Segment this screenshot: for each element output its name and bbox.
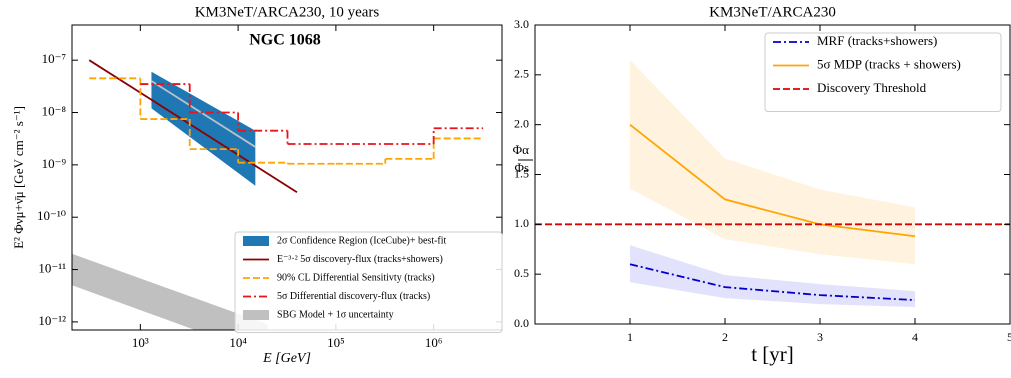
x-tick-label: 10⁴ (229, 335, 247, 350)
y-tick-label: 1.0 (514, 216, 529, 230)
series-line (150, 80, 256, 148)
x-tick-label: 3 (817, 330, 823, 344)
band (630, 245, 915, 308)
x-tick-label: 10⁶ (425, 335, 443, 350)
legend-label: 5σ Differential discovery-flux (tracks) (277, 291, 430, 302)
annotation: NGC 1068 (249, 32, 321, 49)
plot-area (72, 59, 484, 330)
chart-title: KM3NeT/ARCA230, 10 years (195, 4, 380, 20)
y-tick-label: 10⁻¹⁰ (37, 208, 66, 223)
x-axis-label: E [GeV] (262, 351, 311, 366)
y-tick-label: 1.5 (514, 166, 529, 180)
y-label-denominator: Φs (514, 160, 529, 175)
y-tick-label: 0.0 (514, 316, 529, 330)
legend-label: MRF (tracks+showers) (817, 33, 937, 48)
band (151, 71, 256, 186)
y-axis-label: E² Φνμ+ν̄μ [GeV cm⁻² s⁻¹] (11, 106, 26, 249)
band (72, 253, 268, 330)
y-tick-label: 3.0 (514, 17, 529, 31)
series-line (88, 59, 298, 193)
y-tick-label: 2.5 (514, 67, 529, 81)
band (630, 59, 915, 265)
x-axis-label: t [yr] (751, 342, 794, 366)
y-tick-label: 10⁻¹² (38, 313, 66, 328)
x-tick-label: 10³ (132, 335, 149, 350)
legend-label: 2σ Confidence Region (IceCube)+ best-fit (277, 235, 447, 246)
y-label-numerator: Φα (513, 142, 530, 157)
x-tick-label: 5 (1007, 330, 1011, 344)
y-tick-label: 10⁻¹¹ (38, 261, 66, 276)
legend-box (234, 231, 503, 333)
legend-box (764, 32, 1002, 112)
y-tick-label: 10⁻⁸ (42, 104, 67, 119)
legend-label: SBG Model + 1σ uncertainty (277, 309, 394, 320)
legend-swatch (243, 310, 269, 320)
series-line (629, 263, 916, 301)
chart-title: KM3NeT/ARCA230 (709, 4, 836, 20)
x-tick-label: 1 (627, 330, 633, 344)
y-tick-label: 10⁻⁹ (42, 156, 67, 171)
legend-label: 5σ MDP (tracks + showers) (817, 56, 961, 71)
x-tick-label: 2 (722, 330, 728, 344)
legend-label: 90% CL Differential Sensitivty (tracks) (277, 272, 435, 283)
x-tick-label: 10⁵ (327, 335, 345, 350)
legend-label: E⁻³·² 5σ discovery-flux (tracks+showers) (277, 254, 443, 265)
y-tick-label: 0.5 (514, 266, 529, 280)
y-tick-label: 2.0 (514, 116, 529, 130)
x-tick-label: 4 (912, 330, 918, 344)
plot-area (535, 59, 1010, 308)
legend-swatch (243, 236, 269, 246)
legend-label: Discovery Threshold (817, 80, 927, 95)
y-tick-label: 10⁻⁷ (42, 51, 66, 66)
series-line (629, 123, 916, 238)
